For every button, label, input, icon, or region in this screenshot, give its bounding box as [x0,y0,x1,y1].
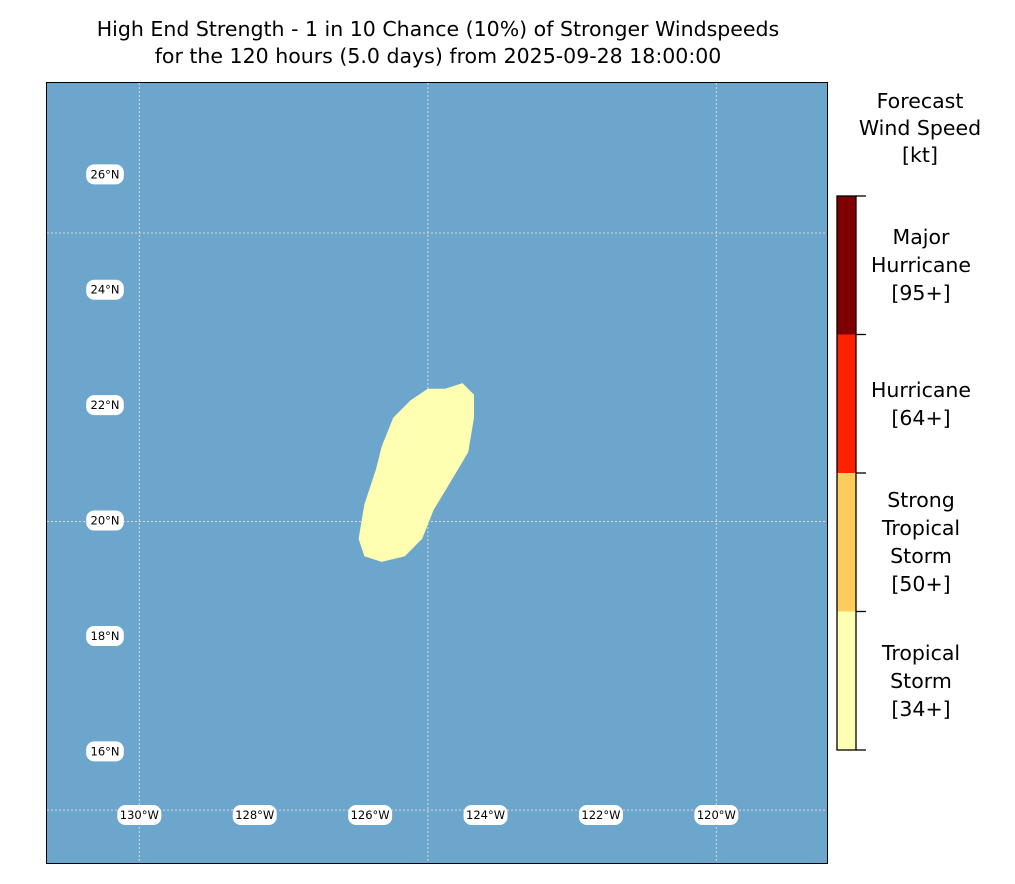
colorbar-label-3-line-2: [95+] [891,281,951,306]
colorbar-label-3-line-0: Major [892,225,950,250]
colorbar-label-2-line-1: [64+] [891,405,951,430]
map-panel[interactable]: 28°N26°N24°N22°N20°N18°N16°N 130°W128°W1… [46,82,828,864]
colorbar-segment-2 [837,334,856,473]
lat-label-5-text: 18°N [91,629,120,643]
lat-label-1-bg [86,164,124,185]
longitude-labels: 130°W 128°W 126°W 124°W 122°W 120°W [117,805,739,825]
lat-label-4: 20°N [86,510,124,531]
wind-swath-tropical-storm [358,383,474,562]
lon-label-4: 122°W [578,805,623,825]
lon-label-5-text: 120°W [697,808,736,822]
lat-label-4-text: 20°N [91,514,120,528]
lon-label-4-text: 122°W [581,808,620,822]
colorbar-segment-3 [837,196,856,335]
map-canvas: 28°N26°N24°N22°N20°N18°N16°N 130°W128°W1… [47,83,826,862]
title-line-1: High End Strength - 1 in 10 Chance (10%)… [96,17,780,41]
lat-label-5: 18°N [86,625,124,646]
lon-label-5: 120°W [694,805,739,825]
lat-label-1: 26°N [86,164,124,185]
colorbar-label-2: Hurricane [64+] [851,376,991,432]
lon-label-5-bg [694,805,739,825]
colorbar-title-line-3: [kt] [902,143,938,167]
colorbar-label-1-line-2: Storm [890,544,952,569]
colorbar-title: Forecast Wind Speed [kt] [830,88,1010,169]
lon-label-3: 124°W [463,805,508,825]
chart-title: High End Strength - 1 in 10 Chance (10%)… [0,16,876,70]
lat-label-3-bg [86,395,124,416]
lat-label-1-text: 26°N [91,167,120,181]
colorbar-label-0: Tropical Storm [34+] [851,639,991,723]
lon-label-1-bg [232,805,277,825]
lat-label-6-bg [86,741,124,762]
lat-label-2-text: 24°N [91,283,120,297]
lat-label-6: 16°N [86,741,124,762]
lat-label-4-bg [86,510,124,531]
colorbar-title-line-1: Forecast [876,89,964,113]
colorbar-label-0-line-0: Tropical [881,640,961,665]
lat-label-5-bg [86,625,124,646]
lon-label-1-text: 128°W [235,808,274,822]
colorbar [836,195,866,751]
lon-label-0: 130°W [117,805,162,825]
colorbar-label-1-line-0: Strong [887,488,955,513]
colorbar-label-0-line-1: Storm [890,668,952,693]
lat-label-2: 24°N [86,279,124,300]
lon-label-3-text: 124°W [466,808,505,822]
colorbar-label-1-line-3: [50+] [891,572,951,597]
lon-label-2: 126°W [348,805,393,825]
lat-label-3: 22°N [86,395,124,416]
colorbar-label-0-line-2: [34+] [891,696,951,721]
colorbar-label-3: Major Hurricane [95+] [851,223,991,307]
lon-label-1: 128°W [232,805,277,825]
colorbar-segment-1 [837,473,856,612]
colorbar-label-1: Strong Tropical Storm [50+] [851,486,991,598]
lon-label-4-bg [578,805,623,825]
title-line-2: for the 120 hours (5.0 days) from 2025-0… [154,44,722,68]
lon-label-0-bg [117,805,162,825]
colorbar-label-2-line-0: Hurricane [870,377,972,402]
lat-label-2-bg [86,279,124,300]
lon-label-0-text: 130°W [120,808,159,822]
lon-label-2-bg [348,805,393,825]
colorbar-segment-0 [837,611,856,750]
colorbar-title-line-2: Wind Speed [858,116,982,140]
lat-label-6-text: 16°N [91,744,120,758]
latitude-labels: 28°N26°N24°N22°N20°N18°N16°N [86,164,124,762]
lat-label-3-text: 22°N [91,398,120,412]
colorbar-label-3-line-1: Hurricane [870,253,972,278]
colorbar-label-1-line-1: Tropical [881,516,961,541]
lon-label-2-text: 126°W [351,808,390,822]
lon-label-3-bg [463,805,508,825]
